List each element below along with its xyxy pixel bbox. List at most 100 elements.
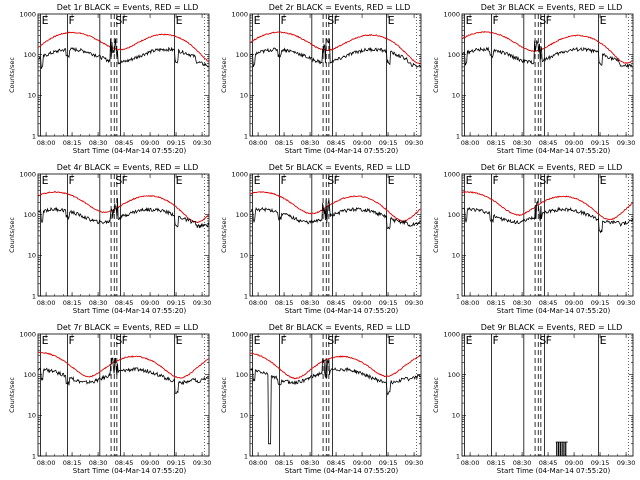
x-tick-label: 08:15	[63, 299, 82, 307]
event-marker-label: F	[122, 334, 128, 347]
x-tick-label: 09:00	[353, 299, 372, 307]
panel-title: Det 1r BLACK = Events, RED = LLD	[57, 3, 199, 12]
x-axis-label: Start Time (04-Mar-14 07:55:20)	[73, 147, 187, 155]
x-tick-label: 08:45	[539, 299, 558, 307]
panel-title: Det 4r BLACK = Events, RED = LLD	[57, 163, 199, 172]
y-tick-label: 1000	[231, 10, 248, 18]
x-tick-label: 08:30	[513, 299, 532, 307]
x-tick-label: 09:00	[141, 459, 160, 467]
y-tick-label: 10	[28, 252, 36, 260]
x-tick-label: 09:15	[379, 459, 398, 467]
x-tick-label: 09:15	[379, 139, 398, 147]
x-axis-label: Start Time (04-Mar-14 07:55:20)	[497, 467, 611, 475]
y-tick-label: 1	[456, 292, 460, 300]
x-tick-label: 08:30	[301, 299, 320, 307]
event-marker-label: F	[68, 334, 74, 347]
x-tick-label: 08:30	[89, 299, 108, 307]
y-tick-label: 1	[244, 452, 248, 460]
lld-series	[462, 191, 633, 221]
x-axis-label: Start Time (04-Mar-14 07:55:20)	[285, 467, 399, 475]
panel-title: Det 3r BLACK = Events, RED = LLD	[481, 3, 623, 12]
x-tick-label: 08:30	[513, 459, 532, 467]
event-marker-label: E	[42, 174, 49, 187]
x-tick-label: 08:45	[327, 139, 346, 147]
event-marker-label: S	[115, 334, 122, 347]
x-tick-label: 08:00	[461, 299, 480, 307]
panel-det-9: Det 9r BLACK = Events, RED = LLD 1 10 100 10…	[432, 323, 635, 475]
event-marker-label: F	[122, 174, 128, 187]
x-tick-label: 09:00	[565, 299, 584, 307]
event-marker-label: F	[492, 14, 498, 27]
panel-title: Det 6r BLACK = Events, RED = LLD	[481, 163, 623, 172]
x-tick-label: 08:45	[327, 299, 346, 307]
x-tick-label: 08:00	[37, 299, 56, 307]
x-tick-label: 09:30	[617, 139, 636, 147]
y-tick-label: 100	[24, 51, 36, 59]
events-series	[250, 38, 421, 68]
x-tick-label: 09:15	[591, 299, 610, 307]
y-axis-label: Counts/sec	[8, 57, 16, 93]
x-axis-label: Start Time (04-Mar-14 07:55:20)	[285, 307, 399, 315]
lld-series	[38, 31, 209, 62]
y-tick-label: 100	[448, 371, 460, 379]
event-marker-label: S	[539, 334, 546, 347]
y-tick-label: 10	[28, 412, 36, 420]
panel-det-8: Det 8r BLACK = Events, RED = LLD 1 10 100 10…	[220, 323, 423, 475]
event-marker-label: S	[539, 14, 546, 27]
event-marker-label: F	[492, 174, 498, 187]
y-axis-label: Counts/sec	[432, 217, 440, 253]
event-marker-label: S	[115, 14, 122, 27]
y-tick-label: 100	[24, 211, 36, 219]
panel-title: Det 8r BLACK = Events, RED = LLD	[269, 323, 411, 332]
event-marker-label: F	[334, 174, 340, 187]
x-tick-label: 09:30	[405, 459, 424, 467]
y-tick-label: 1000	[231, 170, 248, 178]
x-tick-label: 09:15	[591, 459, 610, 467]
x-tick-label: 08:30	[513, 139, 532, 147]
x-axis-label: Start Time (04-Mar-14 07:55:20)	[497, 307, 611, 315]
x-tick-label: 09:30	[405, 139, 424, 147]
event-marker-label: F	[334, 334, 340, 347]
event-marker-label: E	[254, 14, 261, 27]
y-axis-label: Counts/sec	[220, 57, 228, 93]
x-tick-label: 09:30	[193, 459, 212, 467]
x-tick-label: 09:00	[565, 139, 584, 147]
y-tick-label: 10	[452, 92, 460, 100]
lld-series	[462, 31, 633, 65]
x-tick-label: 08:15	[275, 459, 294, 467]
event-marker-label: F	[280, 14, 286, 27]
y-tick-label: 1	[32, 132, 36, 140]
panel-title: Det 5r BLACK = Events, RED = LLD	[269, 163, 411, 172]
panel-det-1: Det 1r BLACK = Events, RED = LLD 1 10 100 10…	[8, 3, 211, 155]
lld-series	[38, 351, 209, 379]
y-axis-label: Counts/sec	[432, 57, 440, 93]
y-tick-label: 1000	[443, 10, 460, 18]
x-tick-label: 08:00	[461, 139, 480, 147]
x-tick-label: 08:45	[115, 459, 134, 467]
y-tick-label: 1	[244, 132, 248, 140]
event-marker-label: S	[327, 174, 334, 187]
x-tick-label: 08:00	[37, 459, 56, 467]
event-marker-label: F	[122, 14, 128, 27]
events-series	[462, 200, 633, 234]
x-tick-label: 09:15	[379, 299, 398, 307]
x-tick-label: 09:00	[141, 299, 160, 307]
y-tick-label: 100	[236, 371, 248, 379]
lld-series	[250, 31, 421, 65]
x-tick-label: 08:30	[301, 459, 320, 467]
panel-det-6: Det 6r BLACK = Events, RED = LLD 1 10 100 10…	[432, 163, 635, 315]
event-marker-label: F	[68, 174, 74, 187]
lld-series	[250, 191, 421, 222]
event-marker-label: E	[388, 334, 395, 347]
x-tick-label: 08:00	[37, 139, 56, 147]
y-axis-label: Counts/sec	[432, 377, 440, 413]
event-marker-label: S	[327, 334, 334, 347]
panel-det-3: Det 3r BLACK = Events, RED = LLD 1 10 100 10…	[432, 3, 635, 155]
event-marker-label: E	[466, 334, 473, 347]
x-tick-label: 09:15	[167, 459, 186, 467]
plot-frame	[461, 333, 634, 457]
x-tick-label: 08:15	[63, 459, 82, 467]
x-tick-label: 09:00	[141, 139, 160, 147]
x-tick-label: 08:45	[539, 459, 558, 467]
y-tick-label: 100	[236, 51, 248, 59]
